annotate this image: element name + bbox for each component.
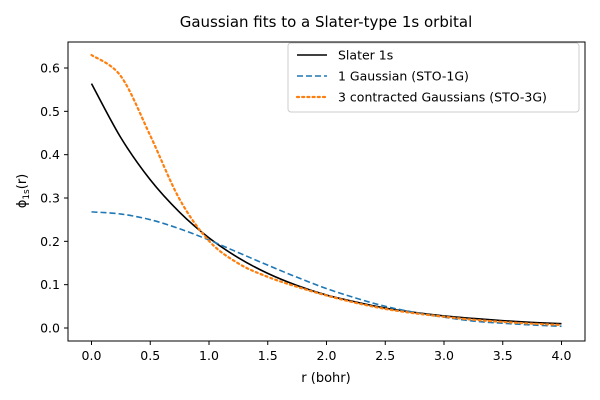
y-tick-label: 0.5 <box>40 104 60 119</box>
x-tick-label: 4.0 <box>552 348 572 363</box>
legend-box <box>287 42 580 113</box>
x-tick-label: 3.0 <box>434 348 454 363</box>
x-tick-label: 0.0 <box>82 348 102 363</box>
series-line-2 <box>91 211 562 328</box>
y-axis-label-main: ϕ <box>15 200 30 209</box>
legend-label-3: 3 contracted Gaussians (STO-3G) <box>338 90 547 105</box>
series-line-3 <box>90 53 563 327</box>
legend: Slater 1s 1 Gaussian (STO-1G) 3 contracted… <box>287 42 580 113</box>
y-axis-label-subscript: 1s <box>22 189 32 200</box>
y-tick-label: 0.4 <box>40 147 60 162</box>
series-layer <box>90 53 563 328</box>
x-axis-label: r (bohr) <box>301 371 350 386</box>
plot-area: 0.0 0.5 1.0 1.5 2.0 2.5 3.0 3.5 4.0 0.0 0.1 0.2 0.3… <box>40 41 586 363</box>
x-axis-ticks: 0.0 0.5 1.0 1.5 2.0 2.5 3.0 3.5 4.0 <box>82 341 572 363</box>
y-axis-label: ϕ1s(r) <box>15 174 32 209</box>
legend-label-2: 1 Gaussian (STO-1G) <box>338 69 469 84</box>
legend-items: Slater 1s 1 Gaussian (STO-1G) 3 contracted… <box>295 48 547 105</box>
y-tick-label: 0.3 <box>40 191 60 206</box>
chart-title: Gaussian fits to a Slater-type 1s orbita… <box>180 13 473 31</box>
x-tick-label: 1.0 <box>199 348 219 363</box>
series-line-1 <box>90 83 562 325</box>
x-tick-label: 2.0 <box>317 348 337 363</box>
y-tick-label: 0.6 <box>40 61 60 76</box>
x-tick-label: 2.5 <box>375 348 395 363</box>
legend-label-1: Slater 1s <box>338 48 393 63</box>
x-tick-label: 0.5 <box>140 348 160 363</box>
x-tick-label: 3.5 <box>493 348 513 363</box>
y-axis-label-suffix: (r) <box>15 174 30 190</box>
y-tick-label: 0.0 <box>40 321 60 336</box>
y-tick-label: 0.1 <box>40 277 60 292</box>
x-tick-label: 1.5 <box>258 348 278 363</box>
y-axis-ticks: 0.0 0.1 0.2 0.3 0.4 0.5 0.6 <box>40 61 68 336</box>
y-tick-label: 0.2 <box>40 234 60 249</box>
